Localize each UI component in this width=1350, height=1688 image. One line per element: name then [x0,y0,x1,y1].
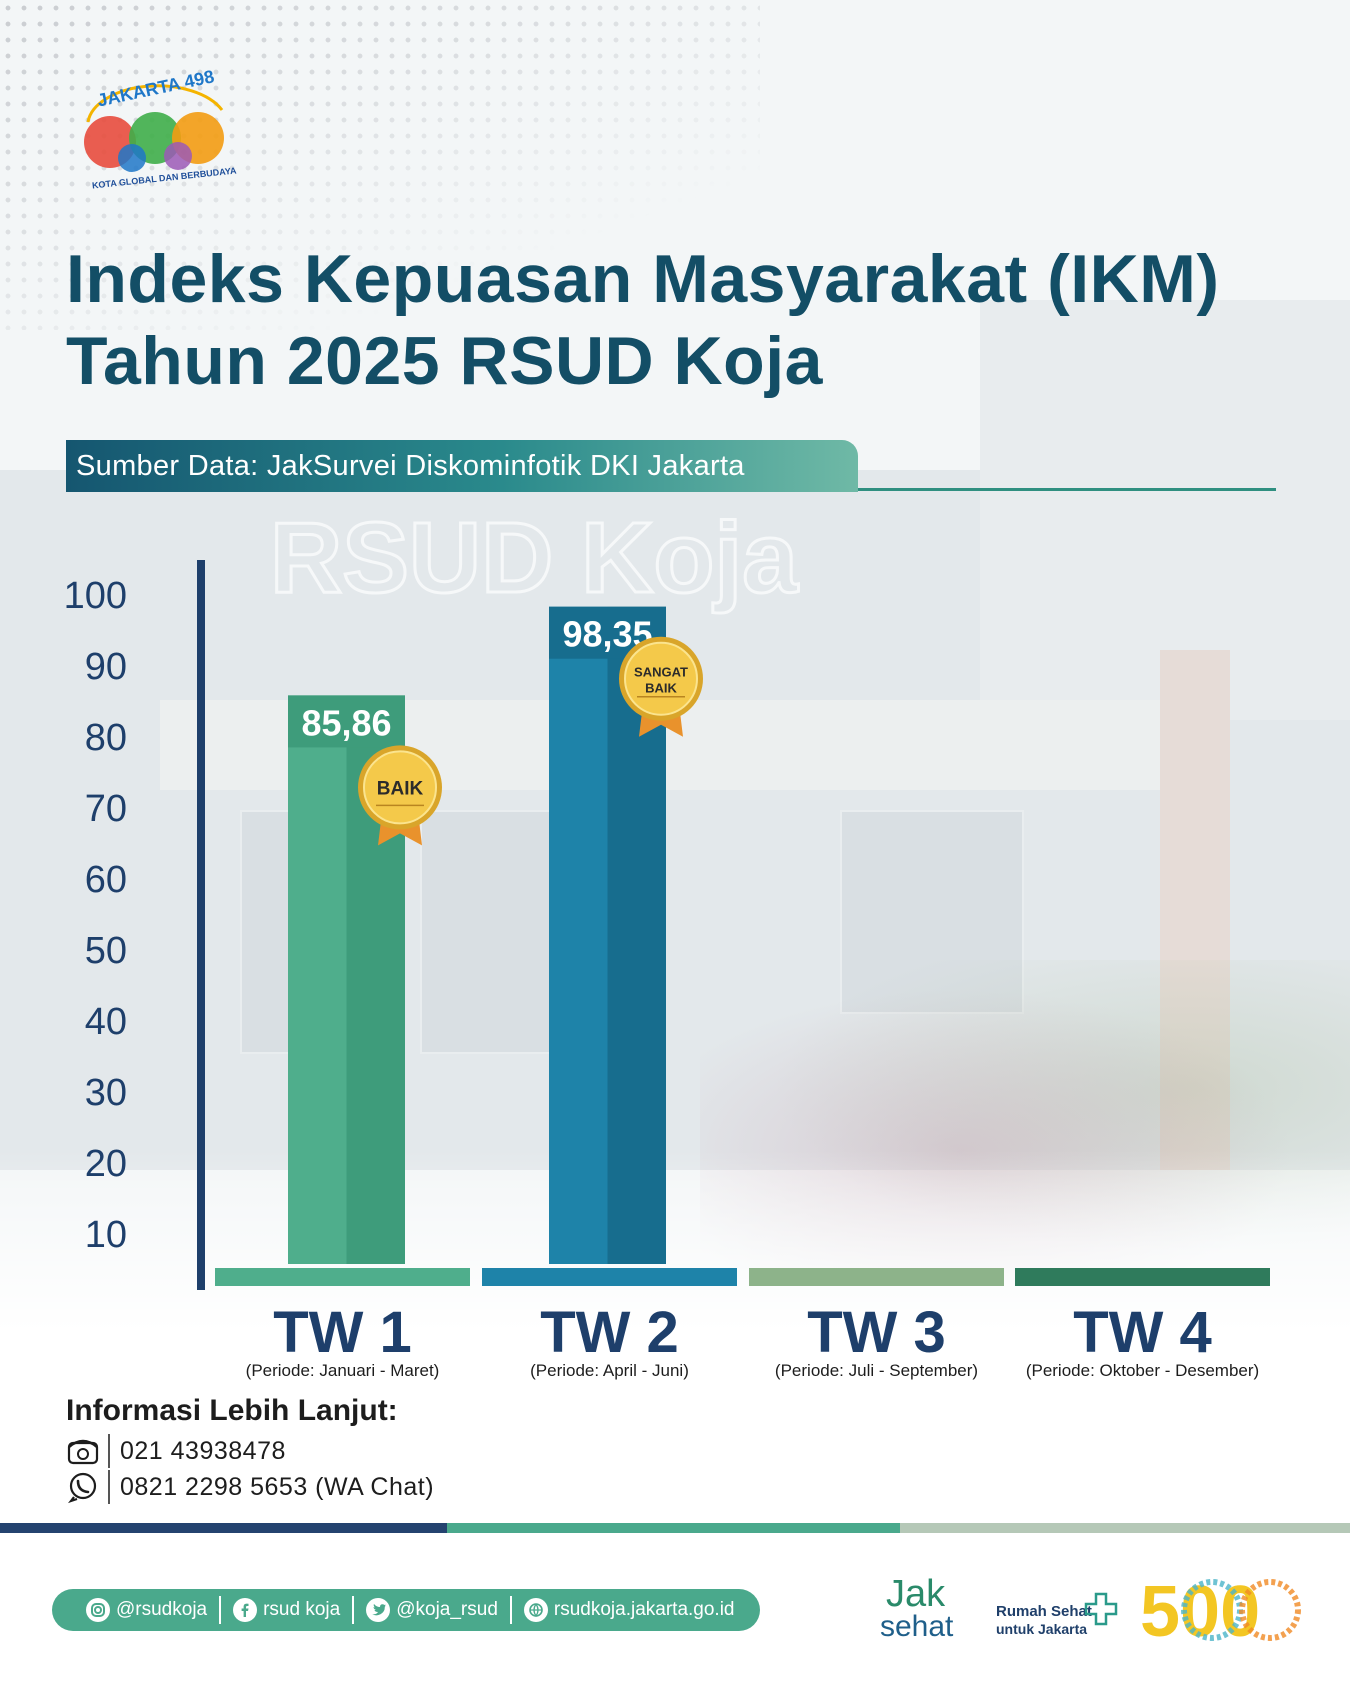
phone-number[interactable]: 021 43938478 [120,1436,286,1465]
jaksehat-logo: Jak sehat [880,1573,954,1642]
building-column [1160,650,1230,1170]
y-tick-label: 30 [85,1072,127,1114]
watermark-text: RSUD Koja [270,502,799,614]
contact-title: Informasi Lebih Lanjut: [66,1394,398,1427]
instagram-handle: @rsudkoja [116,1599,208,1620]
page-title: Indeks Kepuasan Masyarakat (IKM) Tahun 2… [66,238,1220,402]
separator [108,1470,110,1504]
category-label: TW 1 [273,1300,412,1365]
whatsapp-number[interactable]: 0821 2298 5653 (WA Chat) [120,1472,435,1501]
category-period: (Periode: Juli - September) [775,1361,978,1380]
y-tick-label: 50 [85,930,127,972]
separator [108,1434,110,1468]
website-link[interactable]: rsudkoja.jakarta.go.id [523,1598,735,1622]
facebook-icon [233,1598,258,1622]
stripe-sage [900,1523,1350,1533]
svg-text:untuk Jakarta: untuk Jakarta [996,1621,1087,1637]
category-period: (Periode: Oktober - Desember) [1026,1361,1259,1380]
instagram-link[interactable]: @rsudkoja [86,1598,207,1622]
source-banner: Sumber Data: JakSurvei Diskominfotik DKI… [66,440,858,492]
y-tick-label: 70 [85,788,127,830]
category-baseline-2 [482,1268,737,1286]
twitter-handle: @koja_rsud [396,1599,498,1620]
y-axis-line [197,560,205,1290]
stripe-green [447,1523,900,1533]
category-baseline-1 [215,1268,470,1286]
y-tick-label: 90 [85,646,127,688]
bar-2-left [549,606,608,1264]
category-baseline-3 [749,1268,1004,1286]
website-url: rsudkoja.jakarta.go.id [553,1599,735,1620]
chart-svg: 10 20 30 40 50 60 70 80 90 100 TW 1(Periode: Janua… [64,560,1270,1380]
source-underline [858,488,1276,491]
y-tick-label: 40 [85,1001,127,1043]
y-tick-label: 10 [85,1214,127,1256]
footer-background [0,1350,1350,1688]
phone-row: 021 43938478 [66,1434,286,1468]
title-line-1: Indeks Kepuasan Masyarakat (IKM) [66,241,1220,317]
jakarta-498-logo: JAKARTA 498 KOTA GLOBAL DAN BERBUDAYA [84,70,237,190]
title-line-2: Tahun 2025 RSUD Koja [66,323,823,399]
social-bar: @rsudkoja rsud koja @koja_rsud rsudkoja.… [52,1589,760,1631]
twitter-icon [366,1598,391,1622]
telephone-icon [67,1439,99,1465]
instagram-icon [86,1598,110,1622]
data-label: 85,86 [301,702,391,743]
y-tick-label: 20 [85,1143,127,1185]
medal-label: BAIK [377,778,424,799]
category-label: TW 3 [807,1300,946,1365]
y-tick-label: 100 [64,575,127,617]
category-period: (Periode: April - Juni) [530,1361,689,1380]
globe-icon [523,1598,548,1622]
plus-icon [1084,1592,1118,1626]
ikm-bar-chart: 10 20 30 40 50 60 70 80 90 100 TW 1 (Periode: Janua… [64,560,1270,1380]
svg-text:Rumah Sehat: Rumah Sehat [996,1603,1092,1620]
category-period: (Periode: Januari - Maret) [246,1361,440,1380]
category-label: TW 4 [1073,1300,1212,1365]
wa-row: 0821 2298 5653 (WA Chat) [66,1470,434,1504]
building-window [840,810,1024,1014]
svg-text:Jak: Jak [886,1573,946,1615]
logo-500: 500 [1140,1572,1301,1646]
category-baseline-4 [1015,1268,1270,1286]
facebook-link[interactable]: rsud koja [233,1598,340,1622]
twitter-link[interactable]: @koja_rsud [366,1598,498,1622]
value-plate-1 [288,695,405,748]
y-tick-label: 80 [85,717,127,759]
separator [219,1596,222,1624]
medal-label: SANGAT BAIK [634,665,688,696]
separator [509,1596,512,1624]
facebook-handle: rsud koja [263,1599,341,1620]
rumah-sehat-logo: Rumah Sehat untuk Jakarta [996,1592,1118,1637]
separator [352,1596,355,1624]
category-label: TW 2 [540,1300,679,1365]
whatsapp-icon [68,1472,97,1504]
stripe-navy [0,1523,447,1533]
bar-1-left [288,695,347,1264]
y-tick-label: 60 [85,859,127,901]
svg-text:sehat: sehat [880,1610,954,1642]
